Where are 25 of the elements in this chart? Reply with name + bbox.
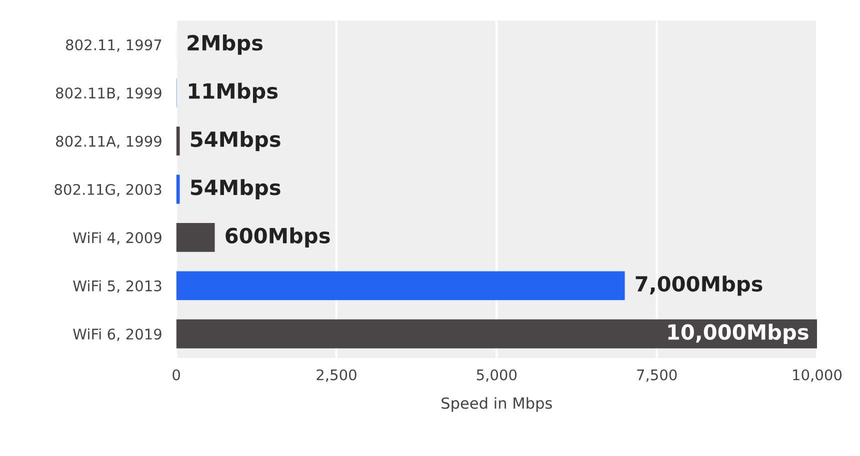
bar (176, 319, 817, 348)
x-tick-label: 0 (172, 369, 180, 380)
data-label: 2Mbps (188, 34, 263, 55)
x-tick-label: 10,000 (793, 369, 842, 382)
y-tick-label: WiFi 5, 2013 (73, 280, 162, 293)
data-label: 600Mbps (226, 227, 330, 248)
x-tick-label: 5,000 (476, 369, 517, 382)
data-label: 54Mbps (190, 130, 280, 152)
y-tick-label: WiFi 6, 2019 (73, 328, 162, 342)
bar (176, 271, 625, 300)
bar (176, 126, 180, 156)
y-tick-label: 802.11A, 1999 (56, 136, 162, 148)
bar (176, 174, 180, 204)
data-label: 54Mbps (190, 179, 280, 200)
x-tick-label: 2,500 (316, 369, 356, 382)
y-tick-label: 802.11G, 2003 (54, 184, 162, 196)
x-axis-title: Speed in Mbps (442, 397, 552, 412)
y-tick-label: 802.11B, 1999 (56, 88, 162, 100)
data-label: 7,000Mbps (636, 276, 762, 296)
y-tick-label: 802.11, 1997 (66, 39, 162, 52)
x-tick-label: 7,500 (637, 369, 677, 382)
y-tick-label: WiFi 4, 2009 (73, 232, 162, 245)
bar (176, 222, 215, 252)
data-label: 10,000Mbps (668, 324, 808, 344)
data-label: 11Mbps (188, 82, 278, 103)
